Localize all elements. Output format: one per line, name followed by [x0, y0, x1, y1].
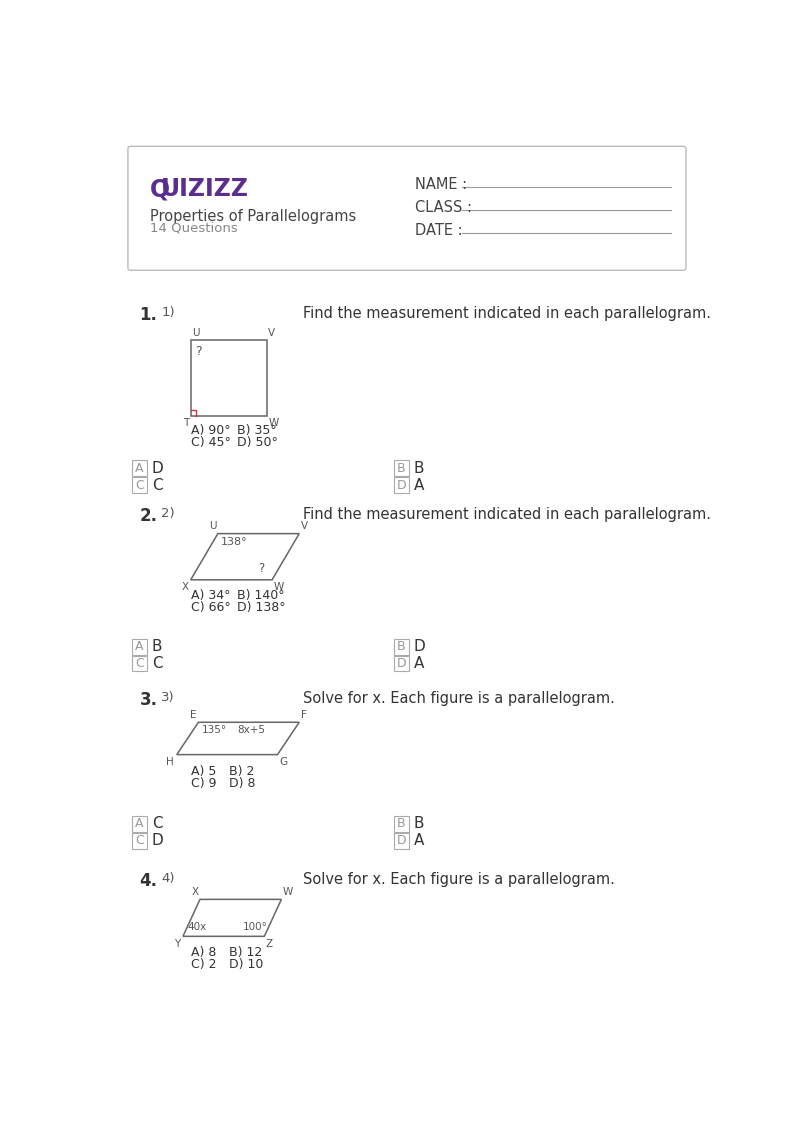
Text: D) 138°: D) 138° — [237, 602, 286, 614]
Text: A: A — [414, 477, 424, 493]
Bar — [132, 460, 148, 476]
Bar — [132, 656, 148, 672]
Text: Y: Y — [174, 939, 180, 949]
Text: ?: ? — [258, 563, 264, 575]
Bar — [132, 833, 148, 849]
Text: W: W — [268, 418, 279, 428]
Text: Find the measurement indicated in each parallelogram.: Find the measurement indicated in each p… — [303, 307, 711, 321]
Text: C: C — [135, 657, 144, 670]
Text: D: D — [152, 460, 164, 476]
Text: A: A — [414, 833, 424, 848]
Text: B) 35°: B) 35° — [237, 423, 277, 437]
Text: Properties of Parallelograms: Properties of Parallelograms — [149, 210, 356, 225]
Text: NAME :: NAME : — [415, 177, 468, 192]
Text: D: D — [397, 834, 407, 848]
Text: D) 50°: D) 50° — [237, 436, 278, 449]
Text: D: D — [152, 833, 164, 848]
Text: Solve for x. Each figure is a parallelogram.: Solve for x. Each figure is a parallelog… — [303, 692, 615, 706]
Text: D) 8: D) 8 — [229, 777, 256, 789]
Text: B) 2: B) 2 — [229, 765, 255, 777]
Text: 100°: 100° — [243, 922, 268, 932]
Text: Solve for x. Each figure is a parallelogram.: Solve for x. Each figure is a parallelog… — [303, 873, 615, 887]
Text: B: B — [414, 816, 425, 831]
Text: T: T — [183, 418, 189, 428]
Bar — [132, 816, 148, 832]
Text: 40x: 40x — [187, 922, 207, 932]
Text: E: E — [191, 710, 197, 720]
Text: U: U — [192, 328, 200, 338]
Text: C) 45°: C) 45° — [191, 436, 230, 449]
Text: 2): 2) — [161, 506, 175, 520]
Text: V: V — [301, 521, 308, 531]
Text: B: B — [397, 818, 406, 830]
Text: C: C — [135, 478, 144, 492]
Bar — [394, 477, 409, 493]
Text: C: C — [135, 834, 144, 848]
Bar — [394, 816, 409, 832]
Bar — [394, 833, 409, 849]
Text: 3.: 3. — [140, 692, 157, 710]
Text: A) 34°: A) 34° — [191, 590, 230, 602]
Text: C: C — [152, 477, 163, 493]
Text: C: C — [152, 656, 163, 672]
Text: X: X — [182, 582, 189, 592]
Text: B: B — [414, 460, 425, 476]
Text: UIZIZZ: UIZIZZ — [160, 177, 249, 201]
Text: X: X — [191, 887, 198, 897]
Text: C: C — [152, 816, 163, 831]
Text: 8x+5: 8x+5 — [237, 725, 265, 736]
Bar — [394, 460, 409, 476]
Text: A: A — [135, 462, 144, 475]
Text: A) 8: A) 8 — [191, 946, 216, 959]
Text: H: H — [166, 757, 174, 767]
Text: A: A — [135, 818, 144, 830]
Text: Q: Q — [149, 177, 170, 201]
Text: D: D — [397, 657, 407, 670]
Bar — [132, 477, 148, 493]
Text: F: F — [301, 710, 306, 720]
Text: 2.: 2. — [140, 506, 157, 524]
Text: 1.: 1. — [140, 307, 157, 325]
Text: 138°: 138° — [221, 537, 248, 547]
Bar — [132, 639, 148, 655]
Text: A: A — [414, 656, 424, 672]
Text: 135°: 135° — [202, 725, 226, 736]
Text: D) 10: D) 10 — [229, 958, 264, 971]
Text: A) 90°: A) 90° — [191, 423, 230, 437]
Text: CLASS :: CLASS : — [415, 200, 472, 216]
Text: 14 Questions: 14 Questions — [149, 221, 237, 235]
Text: D: D — [397, 478, 407, 492]
Text: 1): 1) — [161, 307, 175, 319]
Text: B: B — [397, 462, 406, 475]
Text: V: V — [268, 328, 276, 338]
Bar — [394, 639, 409, 655]
Text: G: G — [279, 757, 287, 767]
Text: C) 2: C) 2 — [191, 958, 216, 971]
Text: U: U — [209, 521, 216, 531]
Text: Z: Z — [266, 939, 273, 949]
Bar — [191, 340, 267, 416]
Text: A) 5: A) 5 — [191, 765, 216, 777]
Text: C) 9: C) 9 — [191, 777, 216, 789]
Text: D: D — [414, 639, 426, 655]
FancyBboxPatch shape — [128, 146, 686, 271]
Text: B: B — [152, 639, 163, 655]
Text: B) 12: B) 12 — [229, 946, 263, 959]
Text: A: A — [135, 640, 144, 654]
Text: W: W — [274, 582, 284, 592]
Text: ?: ? — [195, 345, 202, 358]
Text: B) 140°: B) 140° — [237, 590, 285, 602]
Text: 4): 4) — [161, 873, 175, 885]
Text: B: B — [397, 640, 406, 654]
Text: W: W — [283, 887, 293, 897]
Text: C) 66°: C) 66° — [191, 602, 230, 614]
Text: DATE :: DATE : — [415, 223, 463, 238]
Text: Find the measurement indicated in each parallelogram.: Find the measurement indicated in each p… — [303, 506, 711, 522]
Text: 3): 3) — [161, 692, 175, 704]
Bar — [394, 656, 409, 672]
Text: 4.: 4. — [140, 873, 157, 891]
